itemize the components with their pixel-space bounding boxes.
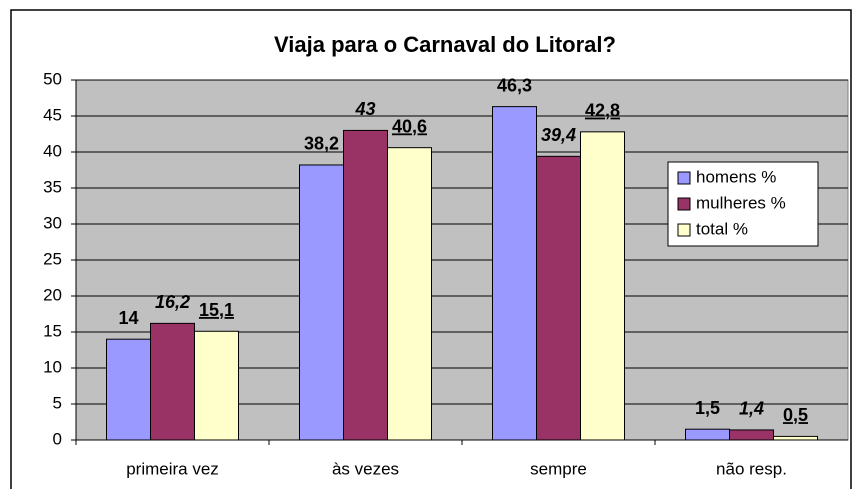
legend-box — [667, 161, 819, 247]
value-label: 14 — [118, 308, 138, 328]
legend-label: homens % — [696, 167, 776, 186]
value-label: 0,5 — [783, 405, 808, 425]
legend-swatch — [677, 197, 691, 211]
value-label: 16,2 — [155, 292, 190, 312]
bar — [387, 147, 432, 441]
legend-label: mulheres % — [696, 193, 786, 212]
bar — [729, 429, 774, 441]
bar — [580, 131, 625, 441]
value-label: 46,3 — [497, 75, 532, 95]
bar — [299, 164, 344, 441]
y-tick-label: 5 — [53, 393, 62, 412]
y-tick-label: 20 — [43, 285, 62, 304]
bar — [492, 106, 537, 441]
x-tick-label: sempre — [530, 459, 587, 478]
x-tick-label: às vezes — [332, 459, 399, 478]
y-tick-label: 50 — [43, 69, 62, 88]
y-tick-label: 0 — [53, 429, 62, 448]
bar — [685, 428, 730, 441]
value-label: 40,6 — [392, 116, 427, 136]
value-label: 1,5 — [695, 398, 720, 418]
bar — [773, 435, 818, 441]
value-label: 1,4 — [739, 399, 764, 419]
y-tick-label: 30 — [43, 213, 62, 232]
legend-label: total % — [696, 219, 748, 238]
bar — [194, 330, 239, 441]
chart-title: Viaja para o Carnaval do Litoral? — [274, 32, 616, 57]
value-label: 43 — [354, 99, 375, 119]
bar — [536, 155, 581, 441]
bar — [106, 338, 151, 441]
bar — [150, 322, 195, 441]
x-tick-label: não resp. — [716, 459, 787, 478]
value-label: 39,4 — [541, 125, 576, 145]
bar — [343, 129, 388, 441]
x-tick-label: primeira vez — [126, 459, 219, 478]
y-tick-label: 35 — [43, 177, 62, 196]
value-label: 38,2 — [304, 134, 339, 154]
value-label: 42,8 — [585, 101, 620, 121]
y-tick-label: 25 — [43, 249, 62, 268]
y-tick-label: 15 — [43, 321, 62, 340]
y-tick-label: 45 — [43, 105, 62, 124]
y-tick-label: 10 — [43, 357, 62, 376]
value-label: 15,1 — [199, 300, 234, 320]
legend-swatch — [677, 223, 691, 237]
legend-swatch — [677, 171, 691, 185]
y-tick-label: 40 — [43, 141, 62, 160]
